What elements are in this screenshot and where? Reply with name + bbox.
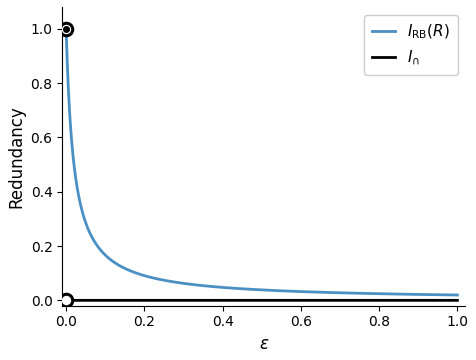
Y-axis label: Redundancy: Redundancy <box>7 105 25 208</box>
Legend: $I_{\mathrm{RB}}(R)$, $I_{\cap}$: $I_{\mathrm{RB}}(R)$, $I_{\cap}$ <box>364 15 457 75</box>
X-axis label: $\epsilon$: $\epsilon$ <box>258 335 269 353</box>
